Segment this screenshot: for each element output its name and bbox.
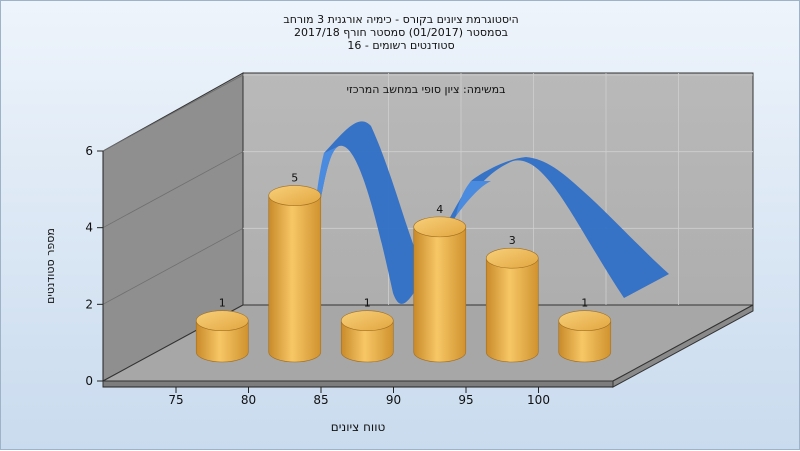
chart-title-line-3: סטודנטים רשומים - 16 <box>347 39 455 52</box>
bar-5: 3 <box>485 234 539 363</box>
grid-line-left <box>102 227 244 305</box>
bar-top <box>268 185 322 206</box>
bar-value-label: 5 <box>291 172 298 185</box>
bar-body <box>558 320 612 363</box>
y-tick-label: 0 <box>85 374 93 388</box>
bar-top <box>558 310 612 332</box>
bar-body <box>195 320 249 363</box>
bar-2: 5 <box>268 172 322 363</box>
bar-top <box>485 247 539 269</box>
x-tick-label: 95 <box>458 393 473 407</box>
chart-title-line-2: בסמסטר (01/2017) סמסטר חורף 2017/18 <box>294 26 508 39</box>
bar-body <box>340 320 394 363</box>
y-tick-label: 2 <box>85 297 93 311</box>
grid-line-left <box>102 74 244 152</box>
bar-value-label: 1 <box>219 297 226 310</box>
bar-body <box>413 226 467 363</box>
bar-4: 4 <box>413 203 467 363</box>
floor-right-edge <box>612 304 754 388</box>
bar-value-label: 4 <box>436 203 443 216</box>
floor-front-edge <box>102 380 614 388</box>
trend-ribbon-highlight <box>456 181 491 216</box>
bar-6: 1 <box>558 297 612 363</box>
bar-top <box>413 216 467 238</box>
bar-value-label: 1 <box>581 297 588 310</box>
x-tick-label: 90 <box>386 393 401 407</box>
bar-top <box>195 310 249 332</box>
bar-value-label: 1 <box>364 297 371 310</box>
bar-1: 1 <box>195 297 249 363</box>
bar-top <box>340 310 394 332</box>
x-tick-label: 80 <box>241 393 256 407</box>
x-tick-label: 85 <box>313 393 328 407</box>
chart-subtitle: במשימה: ציון סופי במחשב המרכזי <box>346 83 505 96</box>
x-tick-label: 100 <box>527 393 550 407</box>
chart-title-line-1: היסטוגרמת ציונים בקורס - כימיה אורגנית 3… <box>283 13 519 26</box>
bar-body <box>485 257 539 363</box>
trend-ribbon <box>311 121 669 304</box>
bar-3: 1 <box>340 297 394 363</box>
x-tick-label: 75 <box>168 393 183 407</box>
y-axis-label: מספר סטודנטים <box>44 228 57 304</box>
y-tick-label: 4 <box>85 221 93 235</box>
x-axis-label: טווח ציונים <box>331 420 386 434</box>
y-tick-label: 6 <box>85 144 93 158</box>
grid-line-left <box>102 151 244 229</box>
bar-value-label: 3 <box>509 234 516 247</box>
bar-body <box>268 195 322 363</box>
